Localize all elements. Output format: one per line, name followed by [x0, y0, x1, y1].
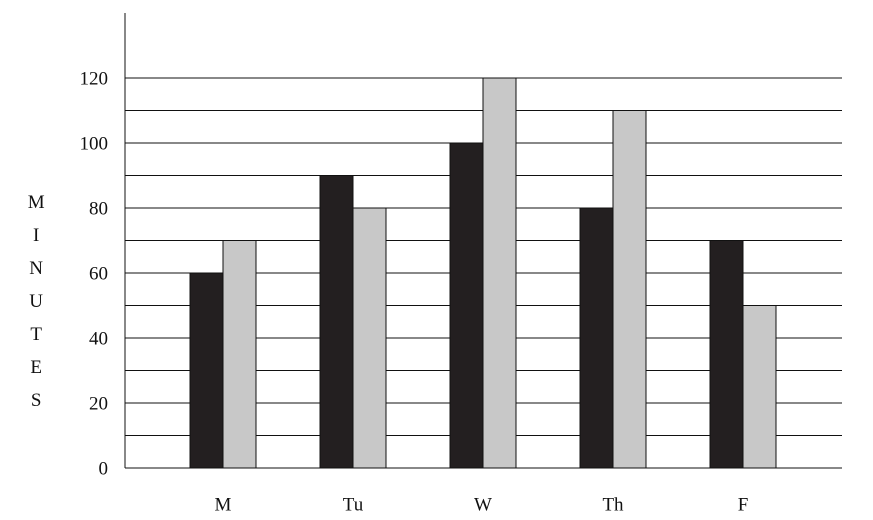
bar — [742, 305, 777, 469]
y-tick-label: 100 — [80, 133, 109, 154]
y-tick-label: 40 — [89, 328, 108, 349]
bar — [579, 207, 614, 469]
x-tick-label: M — [215, 494, 232, 515]
x-tick-label: Th — [602, 494, 624, 515]
y-tick-label: 60 — [89, 263, 108, 284]
x-tick-label: Tu — [343, 494, 364, 515]
bar — [709, 240, 744, 469]
x-tick-label: W — [474, 494, 492, 515]
x-tick-label: F — [738, 494, 749, 515]
y-tick-label: 120 — [80, 68, 109, 89]
y-tick-label: 80 — [89, 198, 108, 219]
y-tick-label: 20 — [89, 393, 108, 414]
bar — [189, 272, 224, 469]
bar — [612, 110, 647, 469]
y-tick-label: 0 — [99, 458, 109, 479]
bar — [482, 77, 517, 469]
y-axis-label: MINUTES — [26, 192, 47, 423]
bar — [222, 240, 257, 469]
bar — [449, 142, 484, 469]
bar — [319, 175, 354, 469]
bar — [352, 207, 387, 469]
